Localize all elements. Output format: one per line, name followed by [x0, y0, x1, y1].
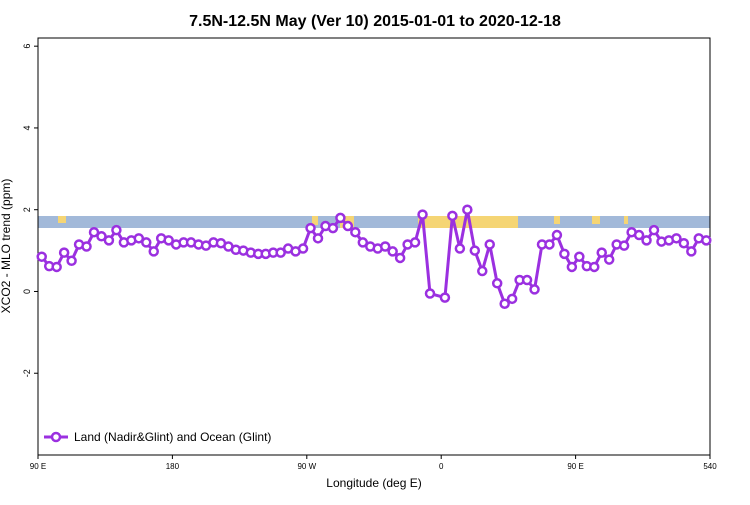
ocean-strip	[38, 216, 710, 228]
data-point	[574, 251, 585, 262]
data-point	[462, 204, 473, 215]
y-tick-label: 2	[22, 207, 32, 212]
data-point	[701, 235, 712, 246]
data-point	[357, 237, 369, 248]
land-patch	[312, 216, 318, 225]
data-point	[36, 251, 47, 262]
x-tick-label: 180	[166, 462, 180, 471]
data-point	[350, 226, 361, 238]
legend-label: Land (Nadir&Glint) and Ocean (Glint)	[74, 430, 271, 444]
data-point	[439, 292, 451, 303]
y-tick-label: 6	[22, 44, 32, 49]
data-point	[641, 235, 652, 246]
data-point	[81, 241, 92, 252]
data-point	[551, 229, 563, 241]
data-point	[603, 254, 615, 265]
data-point	[477, 265, 488, 277]
data-point	[417, 209, 428, 220]
data-point	[521, 274, 533, 286]
data-point	[499, 298, 510, 309]
y-tick-label: 0	[22, 289, 32, 294]
data-point	[111, 224, 122, 236]
data-point	[491, 278, 503, 289]
data-point	[297, 243, 309, 254]
x-tick-label: 90 E	[567, 462, 583, 471]
chart-title: 7.5N-12.5N May (Ver 10) 2015-01-01 to 20…	[189, 13, 561, 30]
data-point	[275, 247, 286, 258]
data-point	[447, 210, 458, 222]
x-tick-label: 90 W	[297, 462, 316, 471]
data-point	[544, 239, 555, 250]
data-point	[342, 220, 354, 232]
data-point	[469, 245, 481, 256]
x-tick-label: 540	[703, 462, 717, 471]
data-point	[103, 235, 115, 246]
data-point	[96, 231, 107, 242]
land-patch	[418, 216, 518, 228]
legend-marker	[50, 431, 62, 443]
data-point	[148, 246, 159, 257]
data-point	[163, 235, 174, 246]
data-point	[66, 255, 77, 267]
data-point	[327, 222, 339, 234]
plot-frame	[37, 37, 711, 456]
y-axis-label: XCO2 - MLO trend (ppm)	[0, 179, 13, 314]
data-point	[305, 222, 316, 234]
y-tick-label: 4	[22, 125, 32, 130]
data-point	[379, 241, 391, 252]
data-point	[51, 261, 62, 273]
data-point	[387, 246, 398, 257]
land-patch	[554, 216, 560, 224]
y-tick-label: -2	[22, 369, 32, 377]
data-point	[141, 237, 152, 248]
data-point	[633, 229, 645, 241]
data-point	[454, 243, 466, 254]
data-point	[678, 237, 690, 249]
data-point	[335, 212, 346, 224]
data-point	[484, 239, 495, 250]
map-strip	[38, 216, 710, 228]
data-point	[58, 247, 70, 258]
data-point	[133, 233, 145, 244]
data-point	[506, 293, 518, 305]
data-point	[648, 224, 660, 236]
land-patch	[624, 216, 628, 224]
data-point	[596, 247, 607, 258]
land-patch	[58, 216, 66, 223]
data-point	[394, 252, 406, 264]
data-point	[424, 288, 436, 299]
data-point	[671, 233, 682, 244]
data-point	[618, 240, 630, 251]
data-point	[88, 226, 100, 238]
land-patch	[592, 216, 600, 224]
data-point	[529, 284, 540, 295]
x-axis-label: Longitude (deg E)	[326, 476, 421, 490]
data-point	[589, 261, 600, 273]
data-point	[686, 246, 697, 257]
data-point	[559, 248, 570, 260]
data-point	[409, 237, 421, 248]
data-point	[566, 261, 578, 273]
x-tick-label: 0	[439, 462, 444, 471]
x-tick-label: 90 E	[30, 462, 46, 471]
data-point	[312, 233, 324, 244]
